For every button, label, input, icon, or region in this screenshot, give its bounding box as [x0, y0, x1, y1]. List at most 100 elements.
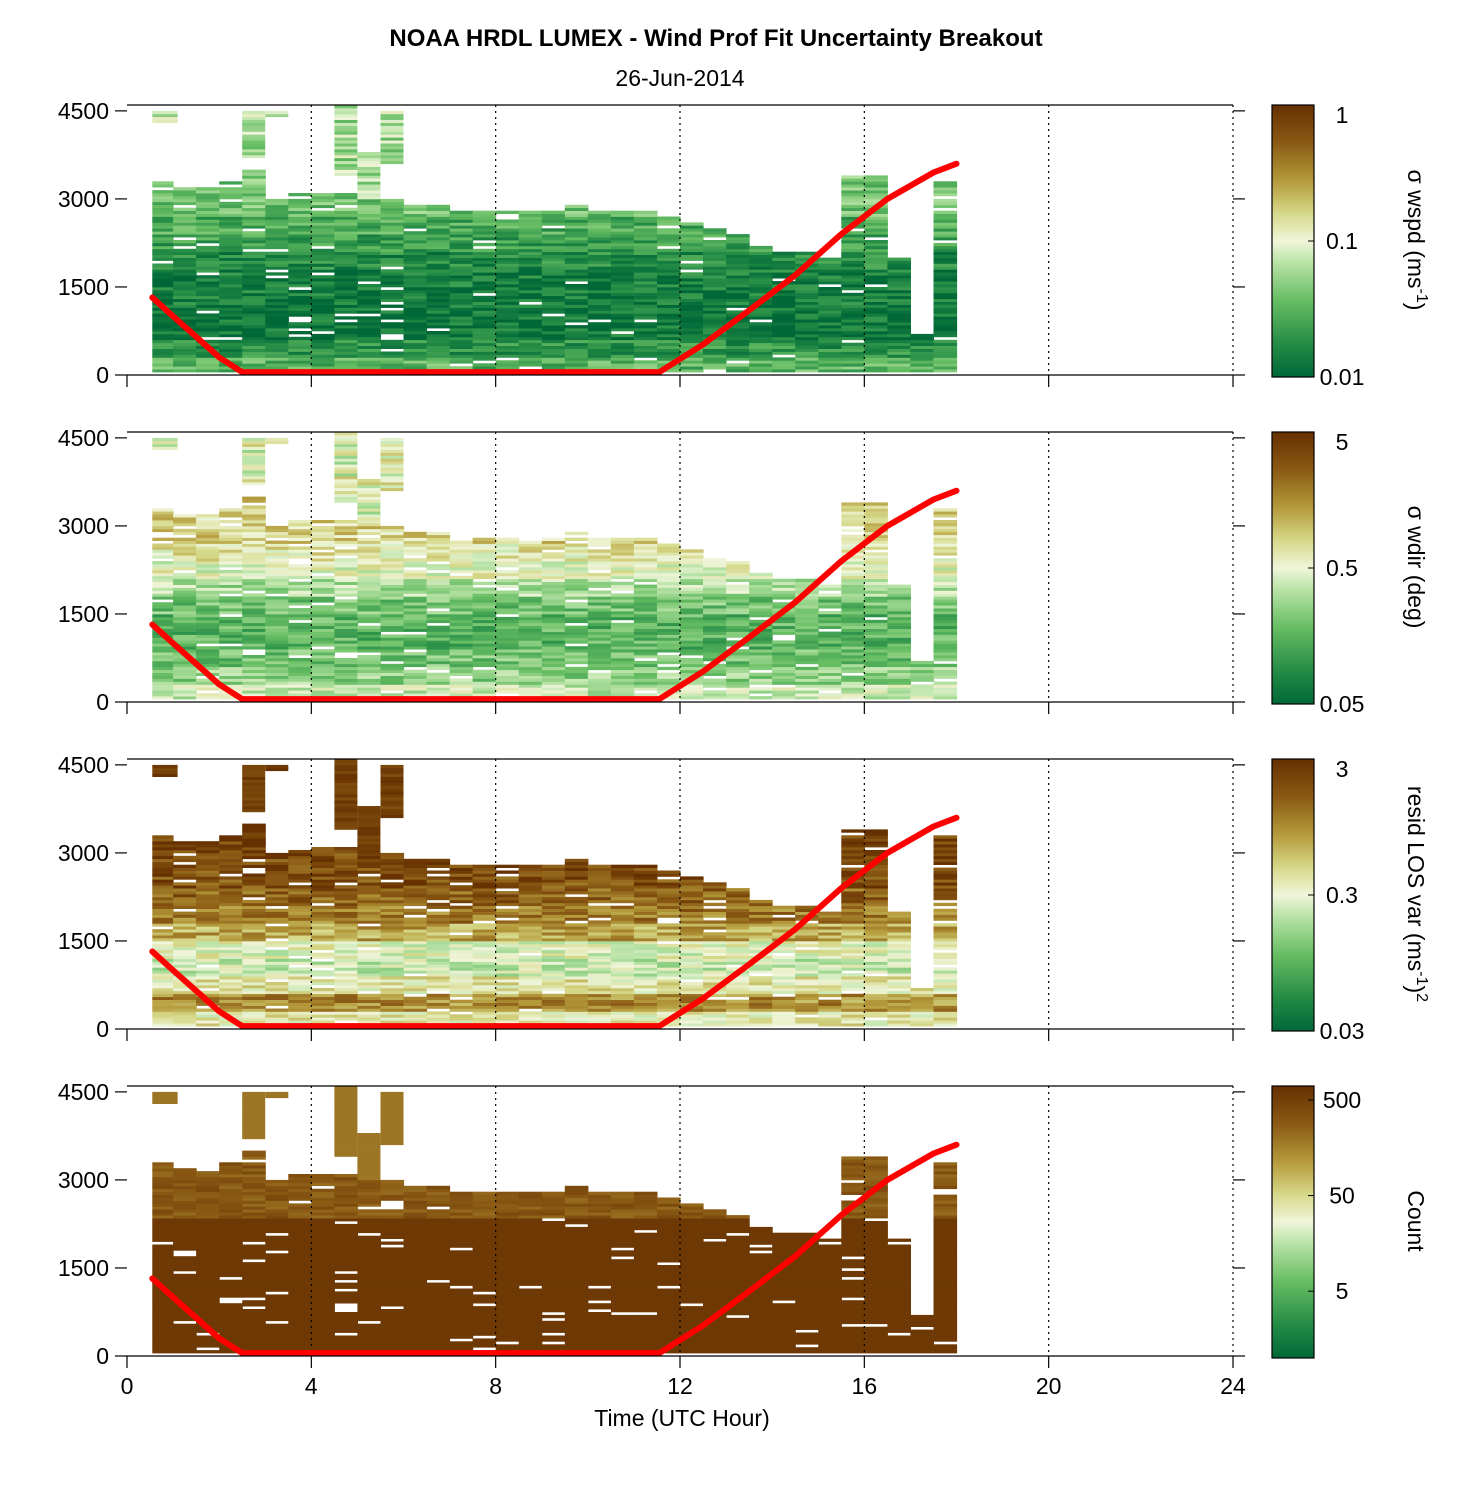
- heatmap-cell: [242, 885, 266, 889]
- heatmap-cell: [633, 569, 658, 574]
- heatmap-cell: [564, 366, 589, 370]
- heatmap-cell: [864, 357, 888, 361]
- heatmap-cell: [587, 637, 612, 641]
- heatmap-cell: [449, 987, 474, 992]
- heatmap-cell: [633, 254, 658, 258]
- heatmap-cell: [864, 631, 888, 635]
- heatmap-cell: [403, 879, 428, 883]
- heatmap-cell: [472, 625, 497, 629]
- heatmap-cell: [265, 622, 289, 627]
- heatmap-cell: [334, 266, 358, 270]
- heatmap-cell: [910, 672, 934, 676]
- heatmap-cell: [449, 885, 474, 889]
- heatmap-cell: [680, 578, 704, 582]
- heatmap-cell: [887, 363, 911, 367]
- heatmap-cell: [933, 525, 958, 530]
- heatmap-cell: [795, 254, 819, 258]
- heatmap-cell: [564, 882, 589, 886]
- heatmap-cell: [541, 278, 566, 282]
- heatmap-cell: [357, 213, 381, 217]
- heatmap-cell: [152, 333, 174, 338]
- heatmap-cell: [265, 531, 289, 536]
- y-tick-label: 3000: [58, 186, 109, 212]
- heatmap-cell: [403, 935, 428, 939]
- heatmap-cell: [564, 572, 589, 577]
- heatmap-cell: [564, 210, 589, 214]
- heatmap-cell: [403, 351, 428, 355]
- heatmap-cell: [265, 684, 289, 688]
- heatmap-cell: [495, 1005, 520, 1009]
- heatmap-cell: [403, 593, 428, 597]
- heatmap-cell: [495, 342, 520, 346]
- heatmap-cell: [288, 946, 312, 951]
- heatmap-cell: [680, 669, 704, 673]
- heatmap-cell: [749, 360, 773, 364]
- heatmap-cell: [610, 652, 635, 656]
- heatmap-cell: [196, 298, 220, 302]
- heatmap-cell: [518, 879, 543, 883]
- heatmap-cell: [311, 858, 335, 863]
- heatmap-cell: [152, 281, 174, 285]
- heatmap-cell: [633, 331, 658, 335]
- heatmap-cell: [219, 967, 243, 971]
- heatmap-cell: [403, 307, 428, 311]
- heatmap-cell: [587, 964, 612, 968]
- heatmap-cell: [152, 184, 174, 188]
- heatmap-cell: [864, 502, 888, 506]
- heatmap-cell: [173, 193, 197, 197]
- heatmap-cell: [152, 528, 174, 533]
- heatmap-cell: [357, 543, 381, 547]
- heatmap-cell: [841, 684, 865, 688]
- heatmap-cell: [472, 973, 497, 977]
- heatmap-cell: [680, 555, 704, 559]
- heatmap-cell: [334, 140, 358, 144]
- heatmap-cell: [726, 310, 750, 314]
- heatmap-cell: [173, 1002, 197, 1006]
- heatmap-cell: [541, 219, 566, 223]
- heatmap-cell: [173, 275, 197, 279]
- heatmap-cell: [334, 561, 358, 565]
- heatmap-cell: [703, 287, 727, 291]
- heatmap-cell: [541, 943, 566, 948]
- heatmap-cell: [472, 272, 497, 276]
- heatmap-cell: [152, 660, 174, 665]
- heatmap-cell: [518, 949, 543, 954]
- heatmap-cell: [311, 540, 335, 544]
- heatmap-cell: [818, 333, 842, 338]
- colorbar: [1271, 431, 1315, 705]
- heatmap-cell: [426, 578, 451, 582]
- heatmap-cell: [564, 640, 589, 644]
- heatmap-cell: [864, 222, 888, 226]
- heatmap-cell: [242, 663, 266, 668]
- heatmap-cell: [795, 336, 819, 341]
- heatmap-cell: [288, 240, 312, 244]
- heatmap-cell: [152, 976, 174, 980]
- heatmap-cell: [426, 357, 451, 361]
- heatmap-wspd: [152, 105, 958, 373]
- heatmap-cell: [726, 672, 750, 676]
- heatmap-cell: [196, 520, 220, 524]
- heatmap-cell: [219, 891, 243, 895]
- heatmap-cell: [887, 693, 911, 697]
- heatmap-cell: [703, 298, 727, 302]
- heatmap-cell: [403, 287, 428, 291]
- heatmap-cell: [288, 307, 312, 311]
- heatmap-cell: [357, 917, 381, 921]
- heatmap-cell: [749, 611, 773, 615]
- heatmap-cell: [152, 287, 174, 291]
- heatmap-cell: [219, 681, 243, 685]
- heatmap-cell: [426, 976, 451, 980]
- heatmap-cell: [449, 658, 474, 662]
- heatmap-cell: [242, 970, 266, 974]
- heatmap-cell: [495, 864, 520, 868]
- heatmap-cell: [541, 354, 566, 358]
- heatmap-cell: [242, 999, 266, 1003]
- heatmap-cell: [288, 546, 312, 550]
- heatmap-cell: [311, 257, 335, 261]
- heatmap-cell: [472, 581, 497, 585]
- heatmap-cell: [219, 970, 243, 974]
- heatmap-cell: [380, 248, 405, 253]
- heatmap-cell: [703, 345, 727, 349]
- heatmap-cell: [173, 234, 197, 238]
- heatmap-cell: [357, 955, 381, 959]
